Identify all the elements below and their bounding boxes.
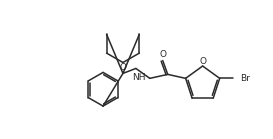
Text: Br: Br: [241, 74, 250, 83]
Text: O: O: [120, 63, 126, 72]
Text: O: O: [159, 50, 166, 59]
Text: NH: NH: [132, 73, 146, 82]
Text: O: O: [200, 57, 207, 66]
